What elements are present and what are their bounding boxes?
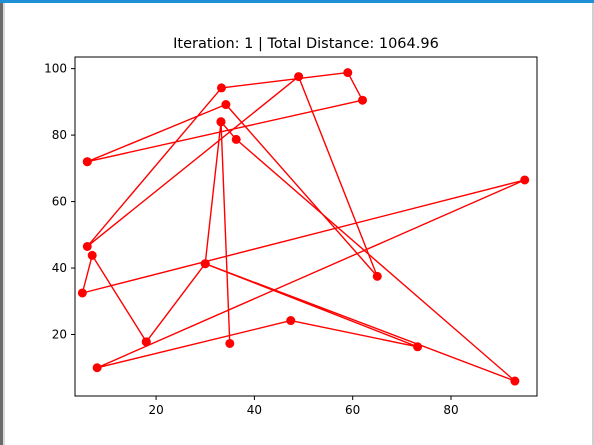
- x-tick-label: 20: [148, 403, 163, 417]
- x-tick-label: 60: [345, 403, 360, 417]
- y-tick-label: 60: [52, 195, 67, 209]
- city-point: [82, 241, 92, 251]
- y-tick-label: 20: [52, 328, 67, 342]
- city-point: [216, 117, 226, 127]
- y-tick-label: 40: [52, 261, 67, 275]
- plot-frame: [74, 56, 538, 397]
- city-point: [87, 250, 97, 260]
- city-point: [358, 95, 368, 105]
- city-point: [343, 68, 353, 78]
- city-point: [200, 259, 210, 269]
- window-right-border: [592, 3, 594, 445]
- y-tick-label: 80: [52, 128, 67, 142]
- city-point: [216, 83, 226, 93]
- frame-layer: [74, 56, 538, 397]
- window-left-border-inner: [3, 3, 5, 445]
- city-point: [294, 72, 304, 82]
- series-layer: [77, 68, 530, 386]
- x-tick-label: 80: [443, 403, 458, 417]
- city-point: [231, 134, 241, 144]
- city-point: [141, 337, 151, 347]
- city-point: [510, 376, 520, 386]
- window-top-accent-bar: [0, 0, 594, 3]
- city-point: [520, 175, 530, 185]
- city-point: [413, 342, 423, 352]
- city-point: [286, 316, 296, 326]
- city-point: [225, 338, 235, 348]
- city-point: [82, 157, 92, 167]
- city-point: [77, 288, 87, 298]
- tour-path-1: [86, 71, 378, 278]
- x-tick-label: 40: [247, 403, 262, 417]
- city-point: [92, 363, 102, 373]
- city-point: [372, 271, 382, 281]
- y-tick-label: 100: [44, 62, 67, 76]
- city-point: [221, 100, 231, 110]
- axes: 20 40 60 80 20 40 60 80 100: [44, 62, 459, 417]
- chart-title: Iteration: 1 | Total Distance: 1064.96: [173, 36, 439, 52]
- window-left-border: [0, 3, 3, 445]
